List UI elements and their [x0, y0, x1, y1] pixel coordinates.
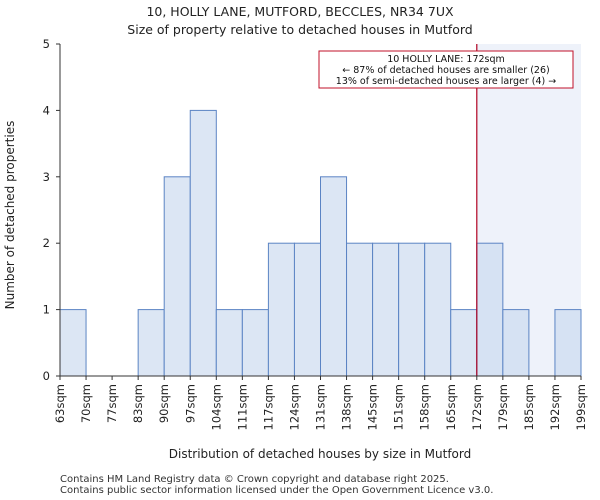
- x-tick-label: 104sqm: [209, 384, 223, 430]
- annotation-line-3: 13% of semi-detached houses are larger (…: [336, 76, 556, 87]
- bar-90sqm: [163, 176, 191, 377]
- x-tick-label: 63sqm: [53, 384, 67, 423]
- marker-annotation: 10 HOLLY LANE: 172sqm ← 87% of detached …: [318, 50, 574, 89]
- x-tick-label: 185sqm: [522, 384, 536, 430]
- x-tick-label: 83sqm: [131, 384, 145, 423]
- x-tick-label: 165sqm: [444, 384, 458, 430]
- bar-151sqm: [398, 242, 426, 377]
- chart-title: 10, HOLLY LANE, MUTFORD, BECCLES, NR34 7…: [146, 4, 454, 19]
- bar-104sqm: [215, 309, 243, 377]
- bar-117sqm: [267, 242, 295, 377]
- x-tick-label: 199sqm: [574, 384, 588, 430]
- x-tick-label: 124sqm: [287, 384, 301, 430]
- bars-layer: [59, 109, 582, 377]
- x-tick-layer: 63sqm 70sqm 77sqm 83sqm 90sqm 97sqm 104sqm 111s…: [53, 376, 588, 430]
- annotation-box: [318, 50, 574, 89]
- x-tick-label: 179sqm: [496, 384, 510, 430]
- footer-line-1: Contains HM Land Registry data © Crown c…: [60, 474, 449, 485]
- y-tick-label: 5: [43, 37, 50, 51]
- bar-111sqm: [241, 309, 269, 377]
- y-tick-label: 0: [43, 369, 50, 383]
- bar-83sqm: [137, 309, 165, 377]
- x-tick-label: 145sqm: [366, 384, 380, 430]
- bar-145sqm: [372, 242, 400, 377]
- x-tick-label: 90sqm: [157, 384, 171, 423]
- bar-124sqm: [293, 242, 322, 377]
- bar-158sqm: [424, 242, 452, 377]
- bar-97sqm: [189, 109, 217, 377]
- x-tick-label: 151sqm: [392, 384, 406, 430]
- chart-subtitle: Size of property relative to detached ho…: [127, 22, 472, 37]
- y-axis-label: Number of detached properties: [3, 121, 17, 310]
- x-tick-label: 70sqm: [79, 384, 93, 423]
- x-tick-label: 192sqm: [548, 384, 562, 430]
- annotation-line-2: ← 87% of detached houses are smaller (26…: [342, 65, 549, 76]
- x-tick-label: 77sqm: [105, 384, 119, 423]
- x-tick-label: 138sqm: [340, 384, 354, 430]
- footer-line-2: Contains public sector information licen…: [60, 485, 493, 496]
- y-tick-label: 3: [43, 170, 50, 184]
- annotation-line-1: 10 HOLLY LANE: 172sqm: [387, 54, 505, 65]
- bar-179sqm: [502, 309, 530, 377]
- bar-192sqm: [554, 309, 582, 377]
- x-tick-label: 172sqm: [470, 384, 484, 430]
- bar-172sqm: [476, 242, 504, 377]
- x-tick-label: 158sqm: [418, 384, 432, 430]
- bar-63sqm: [59, 309, 87, 377]
- y-tick-label: 2: [43, 236, 50, 250]
- x-axis-label: Distribution of detached houses by size …: [169, 447, 471, 461]
- x-tick-label: 97sqm: [183, 384, 197, 423]
- bar-165sqm: [450, 309, 478, 377]
- y-tick-label: 1: [43, 303, 50, 317]
- x-tick-label: 131sqm: [314, 384, 328, 430]
- bar-138sqm: [346, 242, 374, 377]
- x-tick-label: 111sqm: [235, 384, 249, 430]
- bar-131sqm: [320, 176, 348, 377]
- x-tick-label: 117sqm: [261, 384, 275, 430]
- y-tick-label: 4: [43, 103, 50, 117]
- y-tick-layer: 0 1 2 3 4 5: [43, 37, 60, 383]
